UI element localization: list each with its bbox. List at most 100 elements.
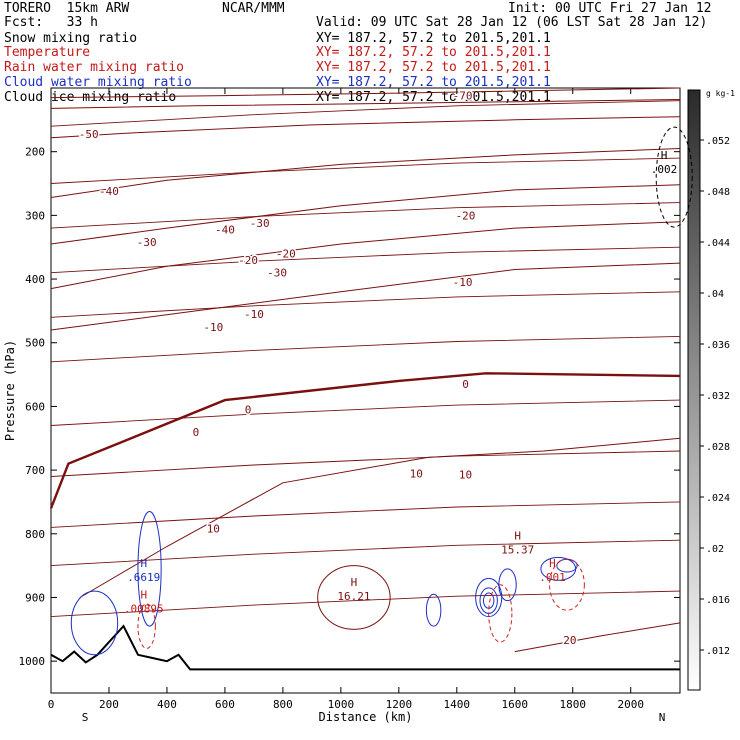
center-title: NCAR/MMM bbox=[222, 1, 285, 16]
x-tick-label: 600 bbox=[215, 698, 235, 711]
isotherm-line bbox=[50, 148, 681, 198]
isotherm-line bbox=[49, 372, 681, 509]
extremum-marker: H bbox=[140, 589, 147, 602]
cloud-water-contour bbox=[137, 511, 162, 627]
isotherm-label: -40 bbox=[215, 223, 235, 236]
y-tick-label: 700 bbox=[25, 464, 45, 477]
extremum-marker: H bbox=[140, 557, 147, 570]
extremum-value: 16.21 bbox=[337, 590, 370, 603]
init-time: Init: 00 UTC Fri 27 Jan 12 bbox=[508, 1, 712, 16]
isotherm-label: 0 bbox=[193, 426, 200, 439]
isotherm-line bbox=[50, 501, 681, 528]
extremum-marker: H bbox=[514, 529, 521, 542]
field-name-rain: Rain water mixing ratio bbox=[4, 60, 185, 75]
x-tick-label: 1800 bbox=[560, 698, 587, 711]
colorbar-tick-label: .044 bbox=[706, 238, 730, 249]
model-title: TORERO 15km ARW bbox=[4, 1, 130, 16]
isotherm-label: -70 bbox=[453, 90, 473, 103]
x-axis-title: Distance (km) bbox=[319, 710, 413, 724]
cloud-water-contour bbox=[475, 577, 503, 618]
isotherm-line bbox=[50, 184, 681, 245]
y-tick-label: 1000 bbox=[19, 655, 46, 668]
isotherm-line bbox=[50, 246, 681, 274]
x-tick-label: 1600 bbox=[502, 698, 529, 711]
isotherm-line bbox=[50, 99, 681, 109]
extremum-marker: H bbox=[549, 557, 556, 570]
x-end-label-north: N bbox=[659, 711, 666, 724]
isotherm-line bbox=[50, 87, 681, 99]
colorbar-tick-label: .024 bbox=[706, 493, 730, 504]
x-tick-label: 1000 bbox=[328, 698, 355, 711]
isotherm-label: 10 bbox=[459, 469, 472, 482]
cloud-water-contour bbox=[70, 590, 119, 656]
colorbar-tick-label: .048 bbox=[706, 187, 730, 198]
isotherm-line bbox=[50, 450, 681, 477]
x-tick-label: 1200 bbox=[386, 698, 413, 711]
cloud-water-contour bbox=[479, 587, 498, 614]
terrain-line bbox=[50, 624, 680, 671]
isotherm-label: -30 bbox=[267, 267, 287, 280]
isotherm-line bbox=[50, 335, 681, 363]
isotherm-line bbox=[50, 539, 681, 567]
isotherm-label: 20 bbox=[563, 634, 576, 647]
extremum-value: 15.37 bbox=[501, 543, 534, 556]
isotherm-label: 10 bbox=[207, 523, 220, 536]
x-tick-label: 0 bbox=[48, 698, 55, 711]
extremum-value: .6619 bbox=[127, 571, 160, 584]
rain-water-contour bbox=[137, 603, 156, 649]
isotherm-label: -30 bbox=[137, 236, 157, 249]
colorbar-tick-label: .012 bbox=[706, 646, 730, 657]
isotherm-line bbox=[50, 100, 681, 127]
field-name-cloud-water: Cloud water mixing ratio bbox=[4, 75, 192, 90]
y-axis-title: Pressure (hPa) bbox=[3, 340, 17, 441]
colorbar-tick-label: .02 bbox=[706, 544, 724, 555]
colorbar-tick-label: .036 bbox=[706, 340, 730, 351]
colorbar-tick-label: .032 bbox=[706, 391, 730, 402]
isotherm-label: 10 bbox=[410, 467, 423, 480]
isotherm-label: -50 bbox=[79, 128, 99, 141]
isotherm-line bbox=[79, 437, 681, 598]
x-tick-label: 1400 bbox=[444, 698, 471, 711]
isotherm-line bbox=[50, 157, 681, 184]
x-tick-label: 200 bbox=[99, 698, 119, 711]
isotherm-line bbox=[50, 291, 681, 318]
isotherm-line bbox=[50, 116, 681, 139]
isotherm-label: 0 bbox=[245, 404, 252, 417]
y-tick-label: 200 bbox=[25, 146, 45, 159]
y-tick-label: 800 bbox=[25, 528, 45, 541]
isotherm-line bbox=[50, 221, 681, 290]
isotherm-line bbox=[50, 399, 681, 426]
rain-water-contour bbox=[488, 584, 513, 643]
y-tick-label: 500 bbox=[25, 337, 45, 350]
field-name-temperature: Temperature bbox=[4, 45, 91, 60]
plot-frame bbox=[50, 87, 681, 694]
extremum-marker: H bbox=[351, 576, 358, 589]
y-tick-label: 900 bbox=[25, 591, 45, 604]
field-xy-cloud-water: XY= 187.2, 57.2 to 201.5,201.1 bbox=[316, 75, 551, 90]
valid-time: Valid: 09 UTC Sat 28 Jan 12 (06 LST Sat … bbox=[316, 15, 708, 30]
extremum-value: .001 bbox=[539, 571, 566, 584]
x-tick-label: 800 bbox=[273, 698, 293, 711]
isotherm-line bbox=[50, 262, 681, 331]
isotherm-line bbox=[514, 622, 681, 653]
colorbar bbox=[687, 89, 701, 691]
colorbar-tick-label: .052 bbox=[706, 136, 730, 147]
field-name-cloud-ice: Cloud ice mixing ratio bbox=[4, 90, 177, 105]
y-tick-label: 400 bbox=[25, 273, 45, 286]
field-name-snow: Snow mixing ratio bbox=[4, 31, 138, 46]
isotherm-label: -10 bbox=[203, 321, 223, 334]
x-tick-label: 2000 bbox=[617, 698, 644, 711]
colorbar-tick-label: .028 bbox=[706, 442, 730, 453]
extremum-value: .00895 bbox=[124, 603, 164, 616]
forecast-hour: Fcst: 33 h bbox=[4, 15, 98, 30]
isotherm-label: -30 bbox=[250, 217, 270, 230]
y-tick-label: 300 bbox=[25, 209, 45, 222]
cloud-water-contour bbox=[425, 593, 442, 627]
colorbar-tick-label: .04 bbox=[706, 289, 724, 300]
isotherm-label: -10 bbox=[453, 276, 473, 289]
isotherm-line bbox=[50, 202, 681, 229]
warm-core-contour bbox=[317, 565, 391, 630]
colorbar-unit: g kg-1 bbox=[706, 89, 735, 98]
isotherm-label: -20 bbox=[456, 209, 476, 222]
